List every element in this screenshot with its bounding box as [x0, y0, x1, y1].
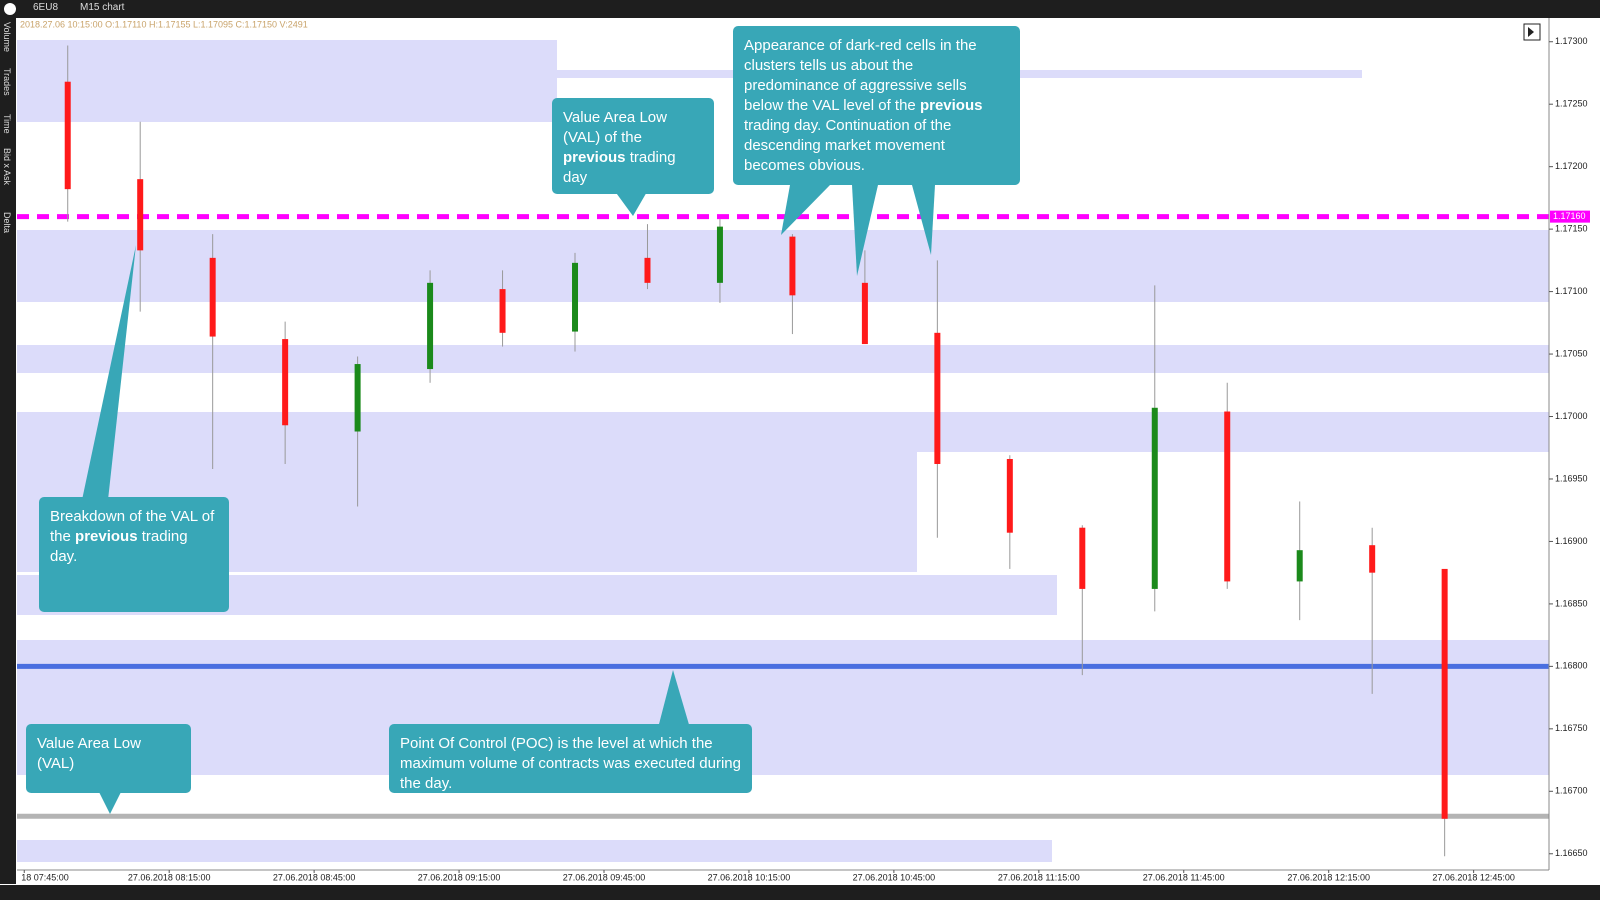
x-tick-label: 27.06.2018 11:15:00 — [998, 872, 1080, 882]
callout-text: Value Area Low (VAL) — [37, 735, 141, 772]
candle-body — [1151, 407, 1158, 589]
plot — [17, 45, 1549, 857]
ohlc-info: 2018.27.06 10:15:00 O:1.17110 H:1.17155 … — [20, 19, 308, 29]
x-tick-label: 27.06.2018 09:15:00 — [418, 872, 501, 882]
candle-body — [789, 236, 796, 296]
x-tick-label: 27.06.2018 12:15:00 — [1287, 872, 1370, 882]
timeframe[interactable]: M15 chart — [80, 2, 125, 13]
callout: Breakdown of the VAL of the previous tra… — [39, 497, 229, 612]
symbol[interactable]: 6EU8 — [33, 2, 59, 13]
scrollbar[interactable] — [0, 885, 1600, 900]
callout-text: Point Of Control (POC) is the level at w… — [400, 735, 741, 792]
logo — [4, 3, 16, 15]
callout-text: trading day. Continuation of the descend… — [744, 117, 952, 174]
candle-body — [1079, 527, 1086, 589]
sidebar-tab: Trades — [2, 68, 12, 96]
y-tick-label: 1.16800 — [1555, 661, 1588, 671]
volume-profile-background — [17, 40, 1549, 862]
callout-text: Value Area Low (VAL) of the — [563, 109, 667, 146]
callout-text: Breakdown of the VAL of the — [50, 508, 215, 545]
x-tick-label: 27.06.2018 09:45:00 — [563, 872, 646, 882]
x-tick-label: 18 07:45:00 — [21, 872, 69, 882]
y-tick-label: 1.17250 — [1555, 99, 1588, 109]
callout-text: previous — [563, 149, 626, 166]
candle-body — [1441, 568, 1448, 819]
candle-body — [354, 364, 361, 432]
callout: Value Area Low (VAL) — [26, 724, 191, 793]
candle-body — [282, 339, 289, 426]
y-tick-label: 1.16850 — [1555, 598, 1588, 608]
y-tick-label: 1.16700 — [1555, 786, 1588, 796]
autoscroll-icon — [1528, 27, 1534, 37]
callout: Value Area Low (VAL) of the previous tra… — [552, 98, 714, 194]
candle-body — [572, 262, 579, 332]
y-tick-label: 1.16950 — [1555, 473, 1588, 483]
candle-body — [64, 81, 71, 190]
candle-body — [209, 257, 216, 337]
candle-body — [427, 282, 434, 370]
callout: Point Of Control (POC) is the level at w… — [389, 724, 752, 793]
candle-body — [137, 179, 144, 251]
callout: Appearance of dark-red cells in the clus… — [733, 26, 1020, 185]
x-tick-label: 27.06.2018 10:15:00 — [708, 872, 791, 882]
y-tick-label: 1.16650 — [1555, 848, 1588, 858]
y-tick-label: 1.17000 — [1555, 411, 1588, 421]
callout-text: previous — [919, 97, 983, 114]
x-tick-label: 27.06.2018 08:45:00 — [273, 872, 356, 882]
y-tick-label: 1.17200 — [1555, 161, 1588, 171]
price-level-tag — [1550, 210, 1590, 223]
sidebar-tab: Time — [2, 114, 12, 134]
sidebar-tab: Volume — [2, 22, 12, 53]
y-tick-label: 1.17100 — [1555, 286, 1588, 296]
y-tick-label: 1.17300 — [1555, 36, 1588, 46]
callout-text: previous — [75, 528, 138, 545]
y-tick-label: 1.17150 — [1555, 224, 1588, 234]
x-tick-label: 27.06.2018 11:45:00 — [1143, 872, 1225, 882]
candle-body — [861, 282, 868, 345]
candle-body — [934, 332, 941, 464]
y-tick-label: 1.16900 — [1555, 536, 1588, 546]
y-tick-label: 1.16750 — [1555, 723, 1588, 733]
callout-pointers — [82, 185, 935, 814]
candle-body — [1296, 550, 1303, 582]
price-axis-area — [1549, 18, 1600, 885]
sidebar-tab: Bid x Ask — [2, 148, 12, 186]
sidebar: Volume Trades Time Bid x Ask Delta — [0, 18, 16, 884]
y-tick-label: 1.17050 — [1555, 348, 1588, 358]
candle-body — [716, 226, 723, 283]
callout-text: trading day — [563, 149, 676, 186]
x-tick-label: 27.06.2018 12:45:00 — [1432, 872, 1515, 882]
callout-text: Appearance of dark-red cells in the clus… — [744, 37, 977, 114]
candle-body — [1369, 545, 1376, 573]
sidebar-tab: Delta — [2, 212, 12, 234]
candle-body — [499, 289, 506, 333]
candle-body — [644, 257, 651, 283]
x-tick-label: 27.06.2018 10:45:00 — [853, 872, 936, 882]
candle-body — [1224, 411, 1231, 582]
x-tick-label: 27.06.2018 08:15:00 — [128, 872, 211, 882]
toolbar: 6EU8 M15 chart — [0, 0, 1600, 18]
candle-body — [1006, 458, 1013, 533]
price-level-label: 1.17160 — [1553, 211, 1586, 221]
callout-text: trading day. — [50, 528, 188, 565]
